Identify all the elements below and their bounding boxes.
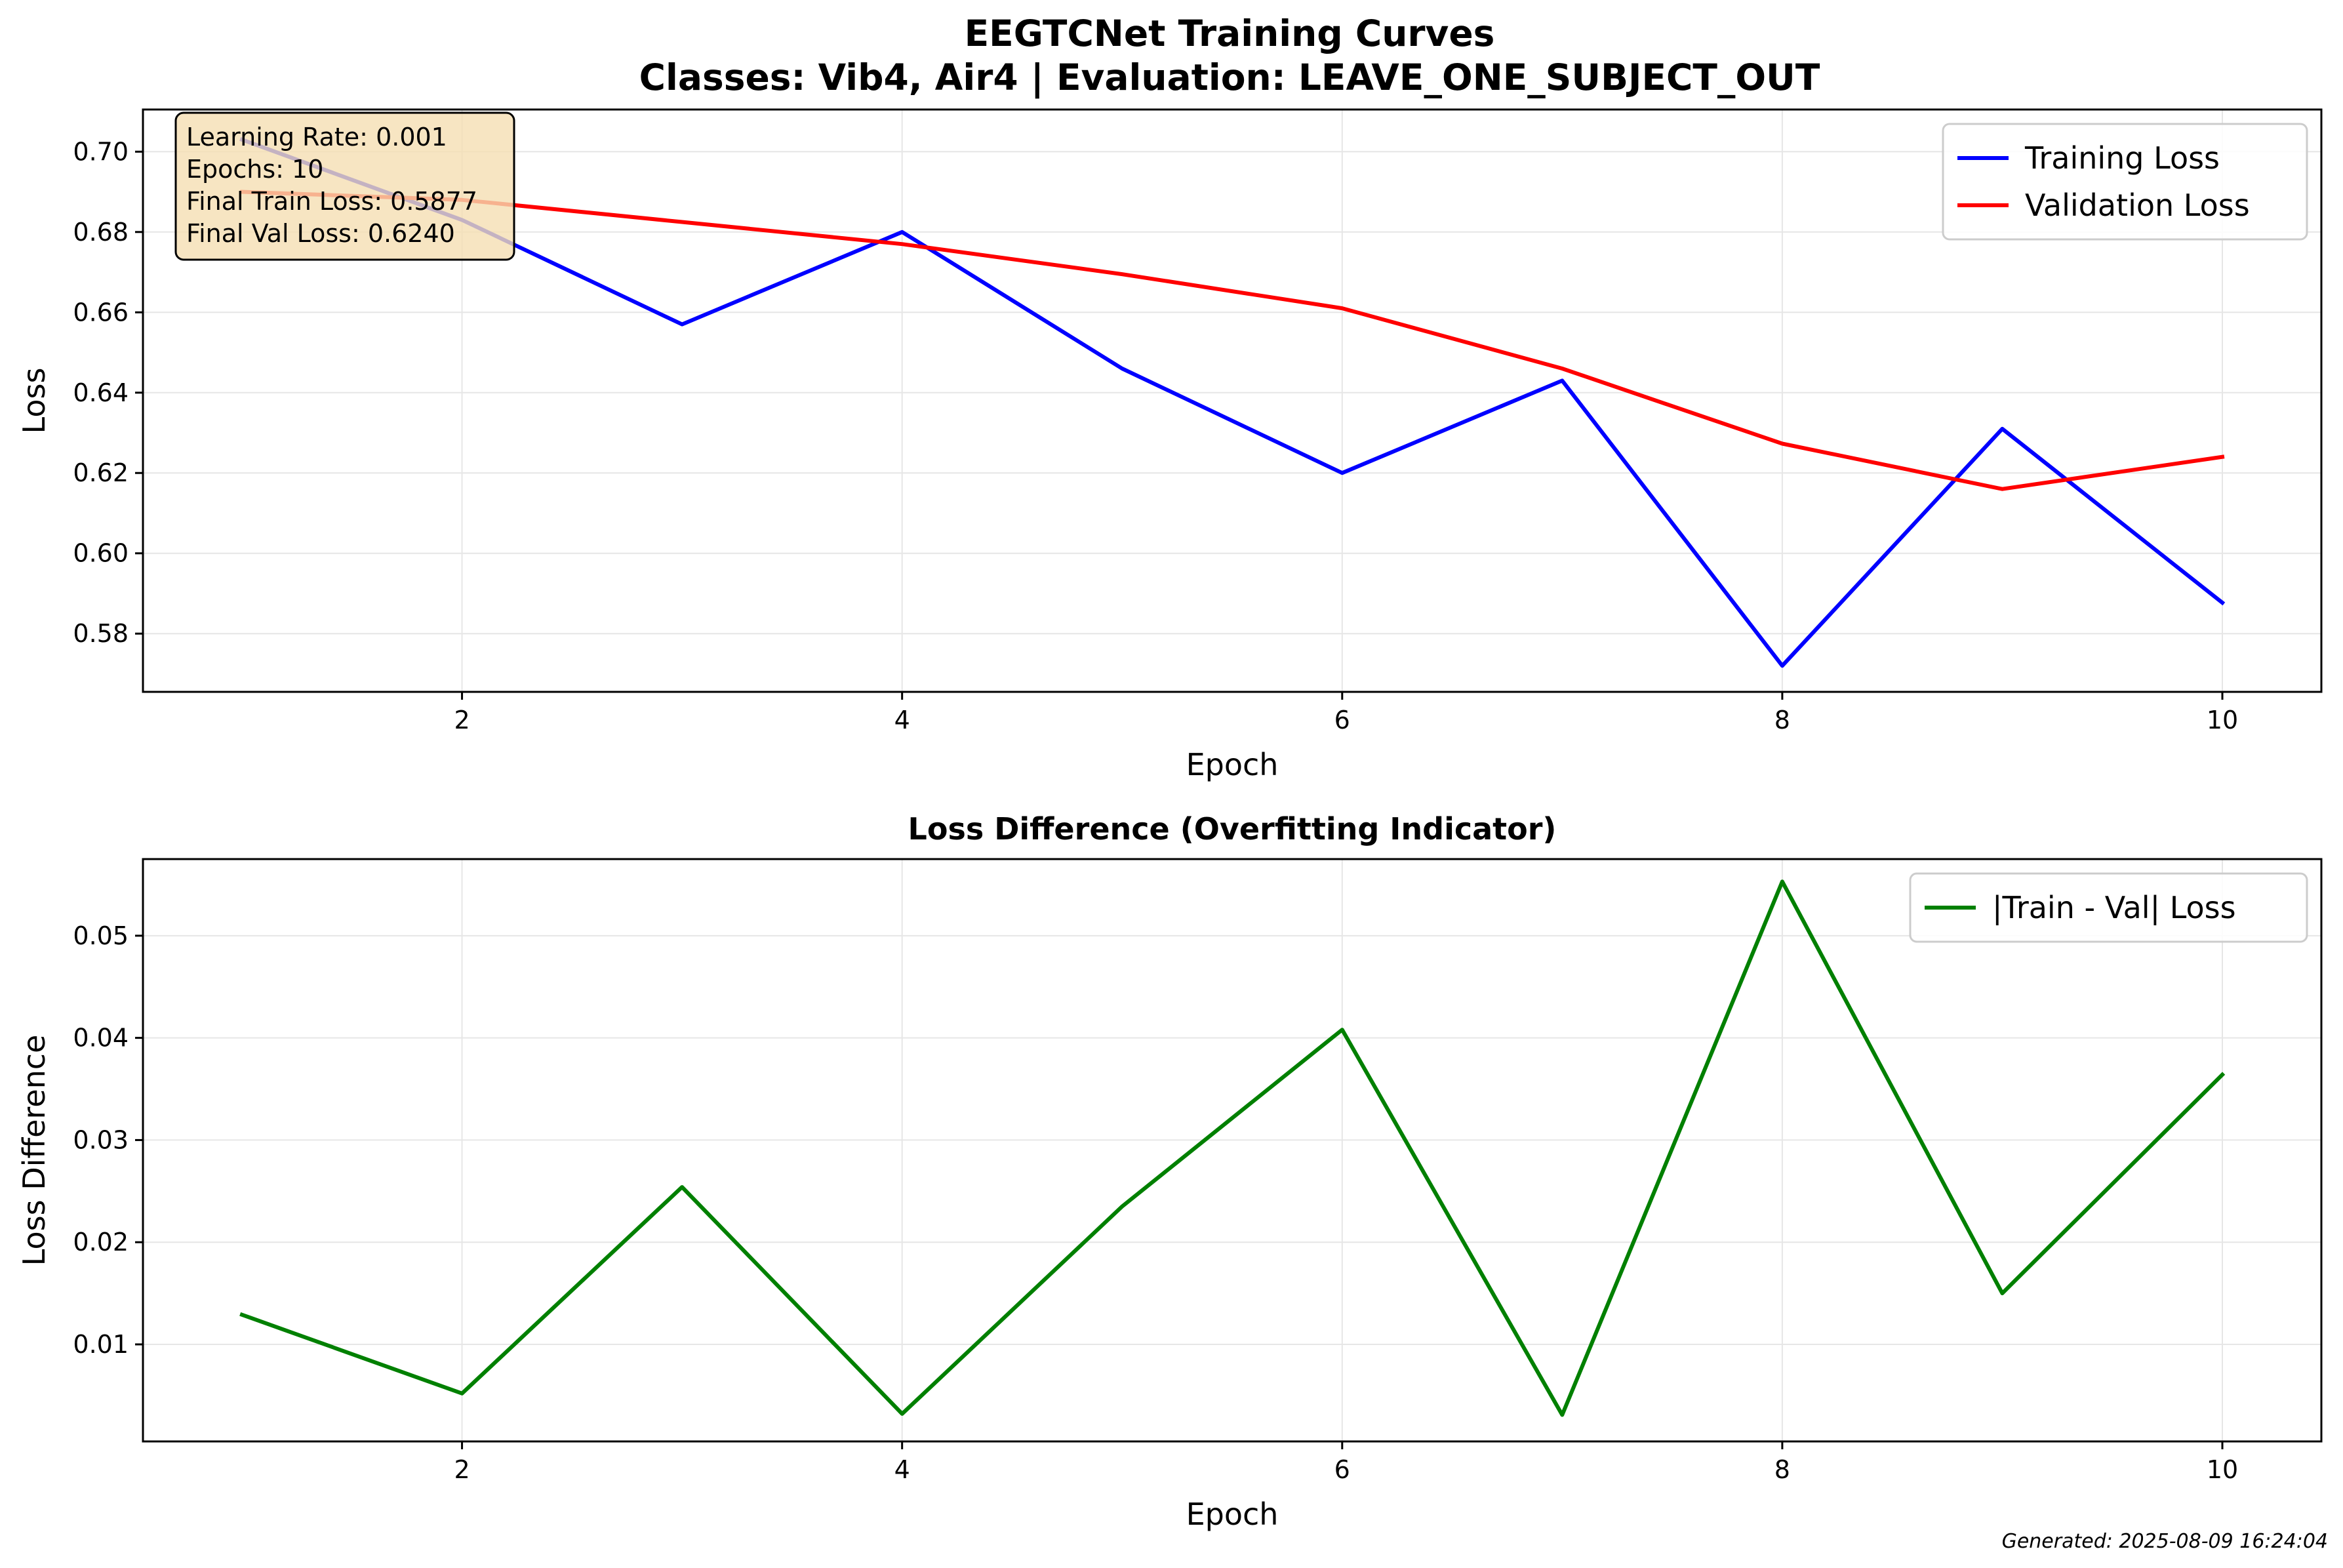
y-tick-label: 0.05 [73,921,129,950]
x-tick-label: 8 [1774,1455,1790,1484]
x-tick-label: 4 [894,706,910,734]
y-tick-label: 0.04 [73,1024,129,1053]
legend-entry: Validation Loss [2025,188,2250,223]
info-box-line: Learning Rate: 0.001 [186,123,447,151]
legend: Training Loss Validation Loss [1942,123,2308,241]
plot-frame [142,858,2323,1443]
x-tick-label: 2 [454,1455,470,1484]
y-axis-label: Loss Difference [16,1035,52,1266]
x-axis-label: Epoch [1186,1497,1279,1532]
y-tick-label: 0.01 [73,1330,129,1359]
legend: |Train - Val| Loss [1909,872,2308,943]
y-tick-label: 0.66 [73,298,129,327]
legend-entry: |Train - Val| Loss [1992,890,2236,926]
loss-curves-panel: 2 4 6 8 10 0.58 0.60 0.62 0.64 0.66 0.68 0.70 Epoch L… [16,108,2323,782]
figure-title: EEGTCNet Training Curves [965,12,1495,54]
y-axis-label: Loss [16,368,52,434]
x-tick-label: 4 [894,1455,910,1484]
panel-title: Loss Difference (Overfitting Indicator) [908,811,1557,847]
x-axis-label: Epoch [1186,747,1279,782]
figure-subtitle: Classes: Vib4, Air4 | Evaluation: LEAVE_… [639,56,1820,99]
info-box-background [174,111,515,261]
y-tick-label: 0.68 [73,218,129,247]
series-line-train-val-loss [239,879,2226,1417]
legend-box [1942,123,2308,241]
series-line-validation-loss [239,190,2225,491]
x-tick-label: 6 [1334,1455,1350,1484]
series-line-training-loss [239,137,2226,668]
x-tick-label: 2 [454,706,470,734]
y-tick-label: 0.03 [73,1125,129,1154]
training-info-box: Learning Rate: 0.001 Epochs: 10 Final Trai… [174,111,515,261]
y-tick-label: 0.60 [73,539,129,568]
generated-timestamp: Generated: 2025-08-09 16:24:04 [2002,1530,2328,1553]
info-box-line: Final Val Loss: 0.6240 [186,219,455,248]
y-tick-label: 0.70 [73,137,129,166]
legend-box [1909,872,2308,943]
x-tick-label: 10 [2207,706,2238,734]
y-tick-label: 0.64 [73,378,129,407]
info-box-line: Final Train Loss: 0.5877 [186,187,477,216]
legend-entry: Training Loss [2024,140,2220,176]
plot-frame [142,108,2323,693]
y-tick-label: 0.58 [73,619,129,648]
info-box-line: Epochs: 10 [186,155,323,184]
y-tick-label: 0.02 [73,1228,129,1256]
x-tick-label: 10 [2207,1455,2238,1484]
loss-difference-panel: 2 4 6 8 10 0.01 0.02 0.03 0.04 0.05 Epoch Loss Diff… [16,811,2323,1532]
y-tick-label: 0.62 [73,458,129,487]
x-tick-label: 8 [1774,706,1790,734]
x-tick-label: 6 [1334,706,1350,734]
